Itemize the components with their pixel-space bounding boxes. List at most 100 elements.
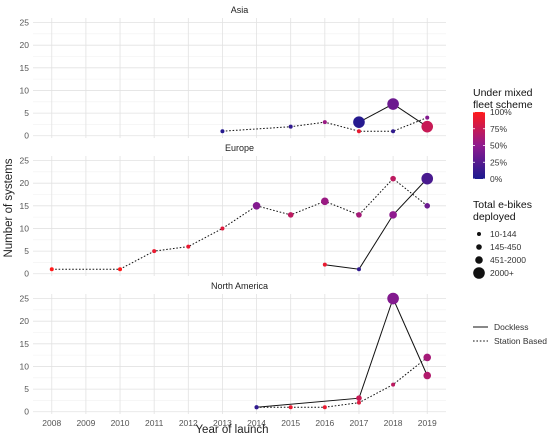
color-legend-title: Under mixed	[473, 87, 533, 99]
x-axis-title: Year of launch	[195, 424, 268, 436]
panel-asia: Asia 0 5 10 15 20 25	[20, 5, 446, 141]
x-tick-label: 2013	[213, 418, 232, 428]
x-tick-label: 2010	[111, 418, 130, 428]
x-tick-label: 2017	[350, 418, 369, 428]
data-point	[356, 400, 361, 405]
y-tick-label: 0	[24, 407, 29, 417]
size-legend-symbol	[476, 244, 482, 250]
data-point	[423, 371, 432, 380]
panel-title: Europe	[225, 143, 254, 153]
plot-area	[33, 294, 446, 414]
data-point	[387, 292, 399, 305]
data-point	[391, 129, 396, 134]
series-line-dockless	[256, 297, 428, 408]
x-tick-label: 2018	[384, 418, 403, 428]
size-legend-label: 451-2000	[490, 255, 526, 265]
data-point	[322, 405, 327, 410]
y-tick-label: 20	[20, 40, 30, 50]
y-tick-label: 10	[20, 85, 30, 95]
data-point	[356, 267, 361, 272]
data-point	[353, 116, 365, 128]
panel-north-america: North America 0 5 10 15 20 25	[20, 281, 446, 417]
data-point	[421, 172, 434, 185]
size-legend-symbol	[475, 256, 483, 264]
plot-area	[33, 18, 446, 138]
data-point	[252, 202, 261, 210]
panel-title: North America	[211, 281, 268, 291]
line-legend-label: Station Based	[494, 336, 547, 346]
x-tick-label: 2015	[281, 418, 300, 428]
y-tick-label: 25	[20, 294, 30, 304]
x-tick-label: 2011	[145, 418, 164, 428]
size-legend-label: 145-450	[490, 242, 521, 252]
panel-europe: Europe 0 5 10 15 20 25	[20, 143, 446, 279]
y-tick-label: 0	[24, 269, 29, 279]
x-tick-label: 2008	[42, 418, 61, 428]
data-point	[322, 262, 327, 267]
x-tick-label: 2016	[315, 418, 334, 428]
data-point	[390, 175, 396, 182]
y-tick-label: 5	[24, 384, 29, 394]
line-legend-label: Dockless	[494, 322, 528, 332]
y-tick-label: 10	[20, 361, 30, 371]
color-legend-label: 25%	[490, 157, 507, 167]
data-point	[391, 382, 396, 387]
color-legend-label: 50%	[490, 141, 507, 151]
series-line-station-based	[222, 117, 428, 132]
y-tick-label: 15	[20, 201, 30, 211]
y-tick-label: 10	[20, 223, 30, 233]
y-tick-label: 25	[20, 156, 30, 166]
y-tick-label: 0	[24, 131, 29, 141]
data-point	[322, 120, 327, 125]
color-legend-title: fleet scheme	[473, 99, 533, 111]
series-line-dockless	[324, 178, 428, 270]
data-point	[288, 124, 293, 129]
size-legend-label: 2000+	[490, 268, 514, 278]
x-tick-label: 2009	[76, 418, 95, 428]
data-point	[220, 129, 225, 134]
data-point	[321, 197, 329, 206]
data-point	[49, 267, 54, 272]
y-tick-label: 20	[20, 316, 30, 326]
size-legend-title: Total e-bikes	[473, 199, 532, 211]
data-point	[421, 120, 434, 133]
data-point	[152, 249, 157, 254]
y-tick-label: 15	[20, 339, 30, 349]
x-tick-label: 2014	[247, 418, 266, 428]
y-tick-label: 25	[20, 18, 30, 28]
data-point	[288, 405, 293, 410]
x-tick-label: 2012	[179, 418, 198, 428]
panel-title: Asia	[231, 5, 249, 15]
color-legend-label: 100%	[490, 107, 512, 117]
y-tick-label: 5	[24, 246, 29, 256]
series-line-station-based	[256, 357, 428, 408]
data-point	[425, 115, 430, 120]
data-point	[387, 98, 399, 110]
size-legend-title: deployed	[473, 211, 516, 223]
data-point	[220, 226, 225, 231]
data-point	[186, 244, 191, 249]
data-point	[356, 129, 361, 134]
y-tick-label: 20	[20, 178, 30, 188]
y-axis-title: Number of systems	[3, 158, 15, 257]
data-point	[356, 212, 362, 218]
data-point	[423, 353, 432, 362]
y-tick-label: 15	[20, 63, 30, 73]
data-point	[287, 212, 294, 218]
data-point	[118, 267, 123, 272]
size-legend-symbol	[477, 232, 481, 236]
size-legend-label: 10-144	[490, 229, 517, 239]
y-tick-label: 5	[24, 108, 29, 118]
color-legend-label: 75%	[490, 124, 507, 134]
data-point	[389, 211, 397, 219]
plot-area	[33, 156, 446, 276]
color-legend-label: 0%	[490, 174, 503, 184]
data-point	[254, 405, 259, 410]
color-legend-bar	[473, 112, 485, 179]
data-point	[356, 395, 362, 401]
size-legend-symbol	[473, 267, 485, 279]
x-tick-label: 2019	[418, 418, 437, 428]
